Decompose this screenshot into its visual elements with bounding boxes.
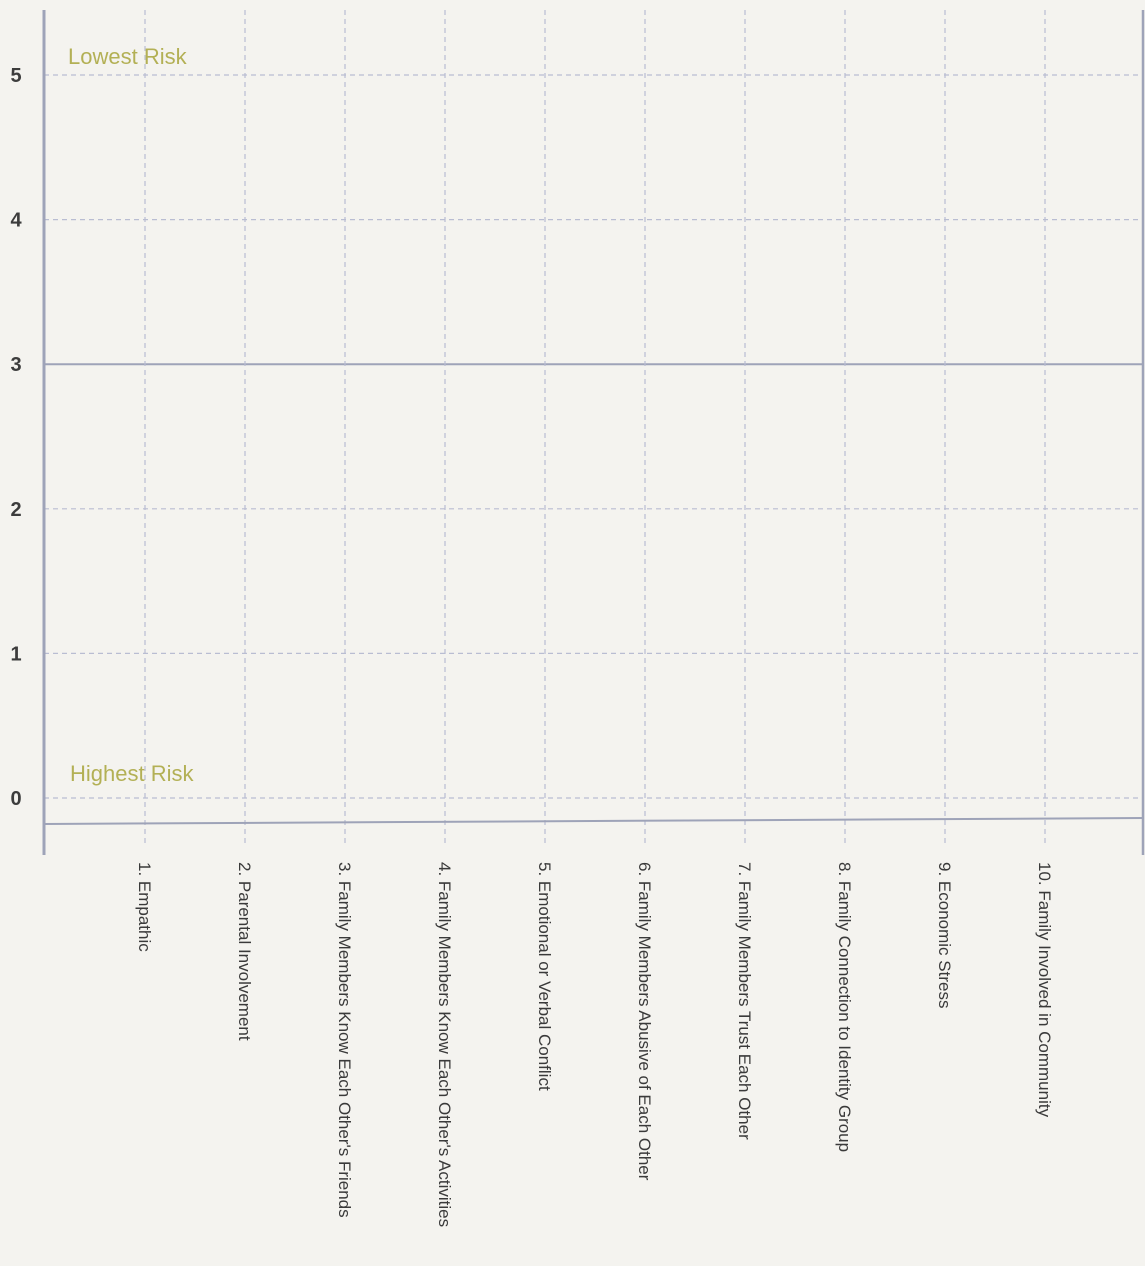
x-tick-label-2: 2. Parental Involvement	[235, 862, 254, 1041]
y-tick-label-3: 3	[10, 354, 21, 376]
x-tick-label-7: 7. Family Members Trust Each Other	[735, 862, 754, 1140]
y-tick-label-4: 4	[10, 210, 22, 232]
y-tick-label-1: 1	[10, 643, 21, 665]
x-tick-label-1: 1. Empathic	[135, 862, 154, 952]
axes	[42, 10, 1145, 855]
x-tick-label-6: 6. Family Members Abusive of Each Other	[635, 862, 654, 1181]
x-tick-label-4: 4. Family Members Know Each Other's Acti…	[435, 862, 454, 1227]
y-axis-ticks: 0 1 2 3 4 5	[10, 65, 22, 810]
annotation-lowest-risk: Lowest Risk	[68, 44, 188, 69]
y-tick-label-2: 2	[10, 499, 21, 521]
x-tick-label-9: 9. Economic Stress	[935, 862, 954, 1008]
y-tick-label-0: 0	[10, 788, 21, 810]
x-tick-label-3: 3. Family Members Know Each Other's Frie…	[335, 862, 354, 1218]
baseline	[43, 817, 1144, 825]
grid	[44, 10, 1143, 845]
x-tick-label-10: 10. Family Involved in Community	[1035, 862, 1054, 1118]
x-tick-label-5: 5. Emotional or Verbal Conflict	[535, 862, 554, 1091]
annotation-highest-risk: Highest Risk	[70, 761, 194, 786]
x-axis-ticks: 1. Empathic 2. Parental Involvement 3. Fam…	[135, 862, 1054, 1227]
x-tick-label-8: 8. Family Connection to Identity Group	[835, 862, 854, 1152]
y-tick-label-5: 5	[10, 65, 21, 87]
